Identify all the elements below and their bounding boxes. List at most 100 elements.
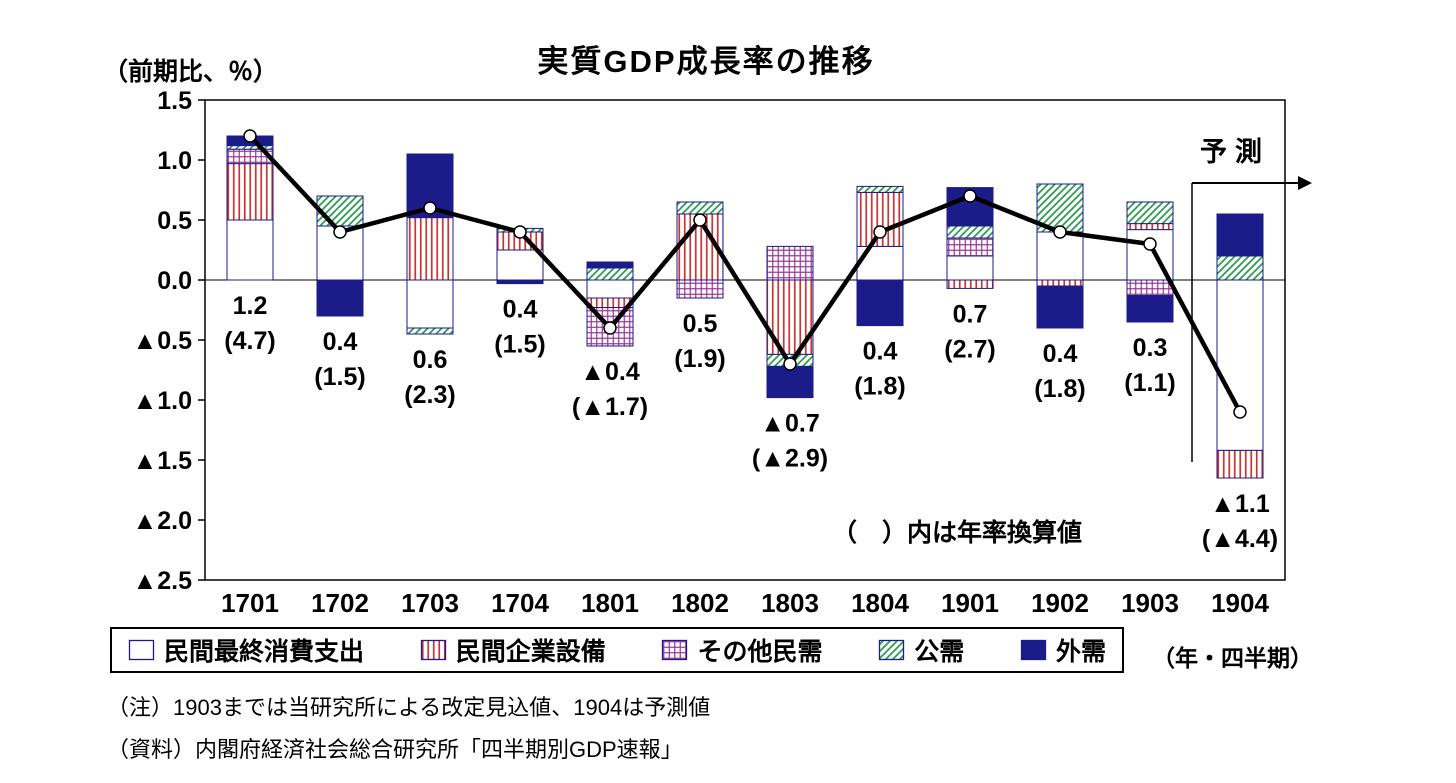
legend-swatch-icon [128, 639, 155, 661]
y-tick-label: 1.5 [157, 87, 192, 115]
bar-segment [1216, 449, 1264, 479]
legend-item-label: その他民需 [697, 638, 823, 666]
bar-segment [1126, 295, 1174, 323]
bar-segment [946, 255, 994, 281]
bar-segment [406, 217, 454, 281]
x-tick-label: 1901 [941, 588, 999, 618]
x-tick-label: 1702 [311, 588, 369, 618]
bar-segment [676, 279, 724, 299]
legend-item: 外需 [1020, 632, 1106, 668]
bar-segment [1036, 279, 1084, 287]
line-marker [243, 129, 257, 143]
x-tick-label: 1903 [1121, 588, 1179, 618]
bar-segment [946, 237, 994, 257]
y-tick-label: ▲1.0 [133, 387, 193, 415]
legend-item-label: 民間企業設備 [455, 638, 606, 666]
y-tick-label: ▲2.5 [133, 567, 193, 595]
x-tick-label: 1802 [671, 588, 729, 618]
line-marker [423, 201, 437, 215]
plot-border [204, 99, 1286, 581]
bar-annualized-label: (1.9) [674, 345, 725, 373]
bar-segment [856, 191, 904, 247]
legend-swatch-icon [662, 639, 688, 661]
bar-value-label: 0.5 [683, 310, 718, 338]
bar-annualized-label: (2.7) [944, 335, 995, 363]
bar-segment [316, 195, 364, 227]
gdp-line [247, 133, 1243, 415]
line-marker [963, 189, 977, 203]
legend-item: 民間最終消費支出 [128, 632, 364, 668]
y-tick-label: ▲1.5 [133, 447, 193, 475]
bar-segment [316, 279, 364, 317]
bar-segment [856, 279, 904, 327]
x-tick-label: 1904 [1211, 588, 1269, 618]
bar-value-label: 0.4 [863, 338, 898, 366]
bar-annualized-label: (1.5) [314, 363, 365, 391]
y-tick-label: 0.5 [157, 207, 192, 235]
x-tick-label: 1701 [221, 588, 279, 618]
line-marker [1143, 237, 1157, 251]
bar-value-label: 0.3 [1133, 334, 1168, 362]
forecast-arrow-head-icon [1298, 176, 1312, 190]
y-tick-label: ▲2.0 [133, 507, 193, 535]
bar-annualized-label: (▲1.7) [572, 393, 648, 421]
bar-segment [856, 245, 904, 281]
legend-swatch-icon [1020, 639, 1047, 661]
bar-value-label: 0.7 [953, 300, 988, 328]
bar-annualized-label: (1.8) [1034, 375, 1085, 403]
bar-segment [406, 279, 454, 329]
legend-item-label: 民間最終消費支出 [164, 638, 365, 666]
bar-annualized-label: (4.7) [224, 327, 275, 355]
line-marker [1233, 405, 1247, 419]
line-marker [513, 225, 527, 239]
forecast-label: 予測 [1200, 137, 1270, 167]
bar-annualized-label: (▲4.4) [1202, 525, 1278, 553]
bar-segment [496, 249, 544, 281]
y-tick-label: ▲0.5 [133, 327, 193, 355]
line-marker [693, 213, 707, 227]
x-tick-label: 1803 [761, 588, 819, 618]
bar-segment [1036, 285, 1084, 329]
bar-annualized-label: (2.3) [404, 381, 455, 409]
bar-segment [226, 145, 274, 150]
y-tick-label: 1.0 [157, 147, 192, 175]
legend-item-label: 公需 [914, 638, 965, 666]
bar-value-label: ▲0.4 [580, 358, 640, 386]
annualized-value-note: （ ）内は年率換算値 [832, 519, 1083, 547]
bar-value-label: ▲1.1 [1210, 490, 1270, 518]
source-note: （資料）内閣府経済社会総合研究所「四半期別GDP速報」 [107, 737, 683, 762]
x-tick-label: 1902 [1031, 588, 1089, 618]
line-marker [333, 225, 347, 239]
x-tick-label: 1801 [581, 588, 639, 618]
bar-segment [586, 267, 634, 281]
bar-segment [1216, 255, 1264, 281]
legend-item: 公需 [878, 632, 964, 668]
bar-value-label: 0.6 [413, 346, 448, 374]
line-marker [603, 321, 617, 335]
bar-value-label: 0.4 [323, 328, 358, 356]
x-tick-label: 1804 [851, 588, 909, 618]
bar-annualized-label: (1.8) [854, 373, 905, 401]
legend-swatch-icon [420, 639, 446, 661]
bar-annualized-label: (1.5) [494, 331, 545, 359]
bar-annualized-label: (▲2.9) [752, 445, 828, 473]
bar-segment [1126, 279, 1174, 297]
bar-segment [766, 245, 814, 281]
line-marker [783, 357, 797, 371]
chart-title: 実質GDP成長率の推移 [537, 44, 875, 79]
bar-segment [676, 201, 724, 215]
bar-segment [1216, 213, 1264, 257]
line-marker [1053, 225, 1067, 239]
legend-item: 民間企業設備 [420, 632, 606, 668]
legend-swatch-icon [879, 639, 905, 661]
bar-segment [496, 279, 544, 285]
bar-segment [406, 327, 454, 335]
bar-annualized-label: (1.1) [1124, 369, 1175, 397]
bar-segment [586, 279, 634, 299]
legend-item-label: 外需 [1055, 638, 1106, 666]
footnote: （注）1903までは当研究所による改定見込値、1904は予測値 [107, 695, 711, 720]
bar-segment [1216, 279, 1264, 451]
line-marker [873, 225, 887, 239]
